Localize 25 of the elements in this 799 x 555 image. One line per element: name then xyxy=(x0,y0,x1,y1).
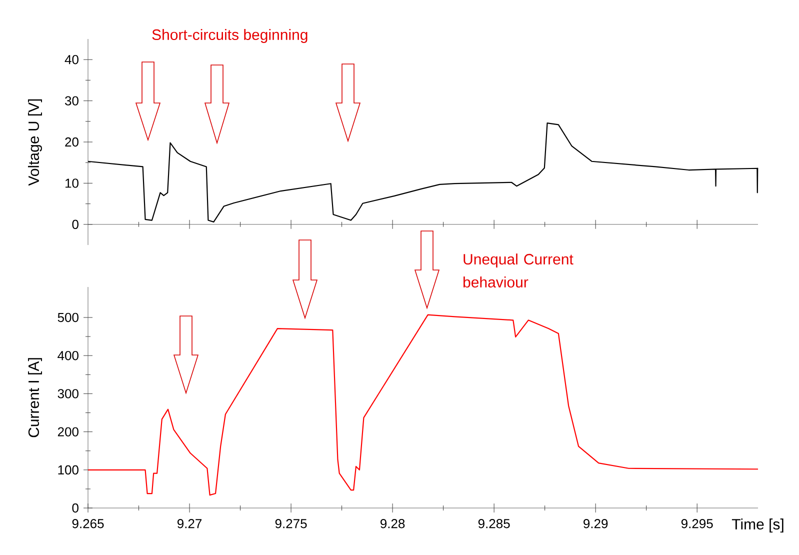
y-tick-label: 100 xyxy=(58,465,78,474)
line-series xyxy=(87,122,759,222)
y-tick-label: 200 xyxy=(58,427,78,436)
annotation: Short-circuits beginning xyxy=(152,29,308,43)
y-tick-label: 400 xyxy=(58,350,78,360)
y-tick-label: 0 xyxy=(72,503,78,513)
y-tick-label: 20 xyxy=(65,137,78,147)
x-tick-label: 9.265 xyxy=(72,519,104,528)
y-axis-title: Current I [A] xyxy=(28,358,42,438)
x-tick-label: 9.27 xyxy=(177,519,202,528)
y-tick-label: 500 xyxy=(58,312,78,322)
x-axis-title: Time [s] xyxy=(732,518,784,533)
x-tick-label: 9.285 xyxy=(478,519,510,528)
x-tick-label: 9.28 xyxy=(380,519,405,528)
line-series xyxy=(87,314,759,496)
y-tick-label: 300 xyxy=(58,389,78,398)
annotation: Unequal Current behaviour xyxy=(464,254,574,288)
y-tick-label: 10 xyxy=(66,178,78,188)
x-tick-label: 9.275 xyxy=(275,519,307,528)
y-tick-label: 0 xyxy=(72,220,78,229)
x-tick-label: 9.295 xyxy=(681,519,713,528)
y-axis-title: Voltage U [V] xyxy=(28,99,42,186)
y-tick-label: 30 xyxy=(65,96,78,106)
y-tick-label: 40 xyxy=(64,54,78,64)
x-tick-label: 9.29 xyxy=(584,519,608,528)
